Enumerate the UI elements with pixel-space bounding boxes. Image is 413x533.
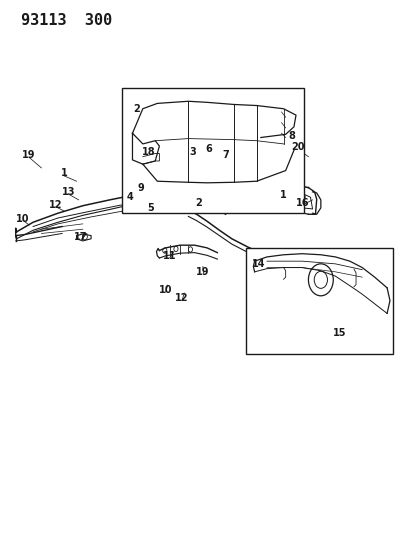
Text: 1: 1 [61,168,67,178]
Text: 9: 9 [137,183,144,192]
Text: 5: 5 [147,203,154,213]
Text: 19: 19 [22,150,36,159]
Text: 3: 3 [189,147,195,157]
Text: 12: 12 [49,200,62,210]
Text: 20: 20 [291,142,304,151]
Text: 2: 2 [195,198,202,207]
Text: 15: 15 [332,328,345,338]
Text: 6: 6 [205,144,212,154]
Text: 13: 13 [62,187,75,197]
Text: 7: 7 [222,150,228,159]
Text: 19: 19 [196,267,209,277]
Text: 14: 14 [252,259,265,269]
Text: 8: 8 [288,131,294,141]
Text: 18: 18 [142,147,155,157]
Bar [122,88,304,213]
Text: 1: 1 [280,190,286,199]
Text: 11: 11 [163,251,176,261]
Text: 10: 10 [16,214,29,223]
Text: 93113  300: 93113 300 [21,13,112,28]
Text: 2: 2 [133,104,140,114]
Text: 10: 10 [159,286,172,295]
Text: 17: 17 [74,232,87,242]
Text: 4: 4 [127,192,133,202]
Text: 12: 12 [175,294,188,303]
Bar [246,248,392,354]
Text: 16: 16 [295,198,308,207]
